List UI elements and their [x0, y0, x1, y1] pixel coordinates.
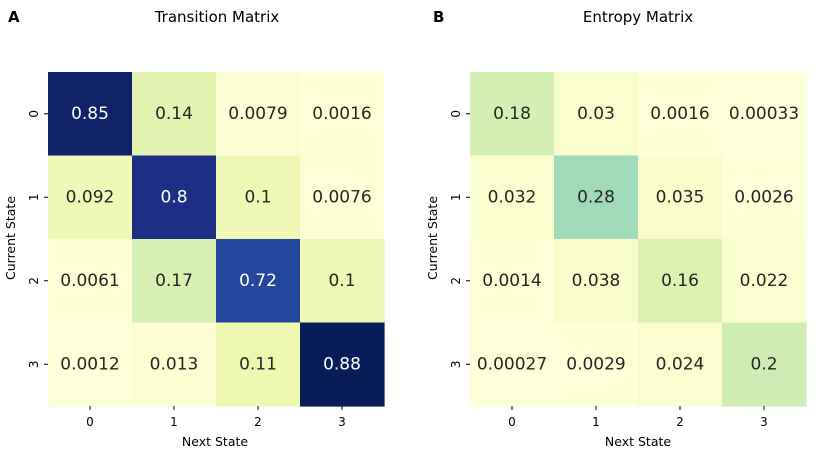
y-tick-label: 3 — [449, 360, 463, 368]
panel-transition-matrix: A Transition Matrix 0.85 0.14 0.0079 0.0016… — [3, 8, 385, 449]
y-tick-label: 1 — [27, 193, 41, 201]
heatmap-cell — [300, 72, 385, 157]
cell-value-label: 0.0016 — [650, 104, 709, 124]
heatmap-cell — [470, 72, 555, 157]
heatmap-cell — [216, 239, 301, 324]
x-tick-label: 0 — [86, 415, 94, 429]
heatmap-cell — [722, 155, 807, 240]
heatmap-cell — [554, 72, 639, 157]
cell-value-label: 0.2 — [750, 354, 777, 374]
heatmap-cell — [300, 155, 385, 240]
panel-letter: A — [8, 8, 20, 26]
x-tick-label: 2 — [676, 415, 684, 429]
y-tick-label: 2 — [449, 277, 463, 285]
cell-value-label: 0.0026 — [734, 187, 793, 207]
heatmap-cell — [216, 322, 301, 407]
cell-value-label: 0.0076 — [312, 187, 371, 207]
panel-entropy-matrix: B Entropy Matrix 0.18 0.03 0.0016 0.000330.… — [425, 8, 807, 449]
heatmap-cell — [48, 239, 133, 324]
x-tick-label: 2 — [254, 415, 262, 429]
cell-value-label: 0.8 — [160, 187, 187, 207]
cell-value-label: 0.0012 — [60, 354, 119, 374]
heatmap-cell — [554, 155, 639, 240]
chart-title: Entropy Matrix — [583, 8, 693, 26]
heatmap-cell — [48, 155, 133, 240]
heatmap-cell — [722, 322, 807, 407]
cell-value-label: 0.00033 — [729, 104, 799, 124]
cell-value-label: 0.035 — [656, 187, 705, 207]
heatmap-cell — [638, 155, 723, 240]
heatmap-cells: 0.18 0.03 0.0016 0.00033 0.032 0.28 0.035 0.002… — [470, 72, 807, 407]
heatmap-cell — [300, 239, 385, 324]
cell-value-label: 0.00027 — [477, 354, 547, 374]
cell-value-label: 0.11 — [239, 354, 277, 374]
heatmap-cells: 0.85 0.14 0.0079 0.0016 0.092 0.8 0.1 0.0076 0.0… — [48, 72, 385, 407]
heatmap-cell — [48, 72, 133, 157]
heatmap-cell — [216, 155, 301, 240]
heatmap-cell — [48, 322, 133, 407]
cell-value-label: 0.0079 — [228, 104, 287, 124]
y-tick-label: 0 — [27, 110, 41, 118]
cell-value-label: 0.85 — [71, 104, 109, 124]
heatmap-cell — [132, 239, 217, 324]
cell-value-label: 0.18 — [493, 104, 531, 124]
heatmap-cell — [300, 322, 385, 407]
y-tick-label: 2 — [27, 277, 41, 285]
panel-letter: B — [433, 8, 444, 26]
axis-ticks: 0 1 2 3 0 1 2 3 — [449, 110, 768, 429]
heatmap-cell — [638, 239, 723, 324]
axis-ticks: 0 1 2 3 0 1 2 3 — [27, 110, 346, 429]
heatmap-cell — [132, 322, 217, 407]
heatmap-cell — [554, 322, 639, 407]
heatmap-cell — [132, 155, 217, 240]
cell-value-label: 0.0029 — [566, 354, 625, 374]
heatmap-cell — [216, 72, 301, 157]
cell-value-label: 0.88 — [323, 354, 361, 374]
cell-value-label: 0.0016 — [312, 104, 371, 124]
heatmap-cell — [722, 72, 807, 157]
heatmap-cell — [470, 239, 555, 324]
x-tick-label: 1 — [592, 415, 600, 429]
heatmap-cell — [554, 239, 639, 324]
heatmap-cell — [470, 322, 555, 407]
y-tick-label: 3 — [27, 360, 41, 368]
y-tick-label: 1 — [449, 193, 463, 201]
cell-value-label: 0.28 — [577, 187, 615, 207]
heatmap-cell — [132, 72, 217, 157]
x-tick-label: 3 — [760, 415, 768, 429]
cell-value-label: 0.16 — [661, 271, 699, 291]
x-tick-label: 1 — [170, 415, 178, 429]
cell-value-label: 0.03 — [577, 104, 615, 124]
y-tick-label: 0 — [449, 110, 463, 118]
heatmap-cell — [470, 155, 555, 240]
cell-value-label: 0.022 — [740, 271, 789, 291]
cell-value-label: 0.14 — [155, 104, 193, 124]
heatmap-cell — [722, 239, 807, 324]
cell-value-label: 0.038 — [572, 271, 621, 291]
cell-value-label: 0.17 — [155, 271, 193, 291]
heatmap-cell — [638, 322, 723, 407]
cell-value-label: 0.1 — [328, 271, 355, 291]
heatmap-cell — [638, 72, 723, 157]
cell-value-label: 0.72 — [239, 271, 277, 291]
cell-value-label: 0.092 — [66, 187, 115, 207]
cell-value-label: 0.013 — [150, 354, 199, 374]
x-axis-label: Next State — [182, 434, 248, 449]
x-tick-label: 3 — [338, 415, 346, 429]
cell-value-label: 0.0061 — [60, 271, 119, 291]
chart-title: Transition Matrix — [154, 8, 280, 26]
cell-value-label: 0.032 — [488, 187, 537, 207]
cell-value-label: 0.0014 — [482, 271, 541, 291]
x-tick-label: 0 — [508, 415, 516, 429]
cell-value-label: 0.1 — [244, 187, 271, 207]
y-axis-label: Current State — [3, 196, 18, 280]
cell-value-label: 0.024 — [656, 354, 705, 374]
y-axis-label: Current State — [425, 196, 440, 280]
x-axis-label: Next State — [605, 434, 671, 449]
